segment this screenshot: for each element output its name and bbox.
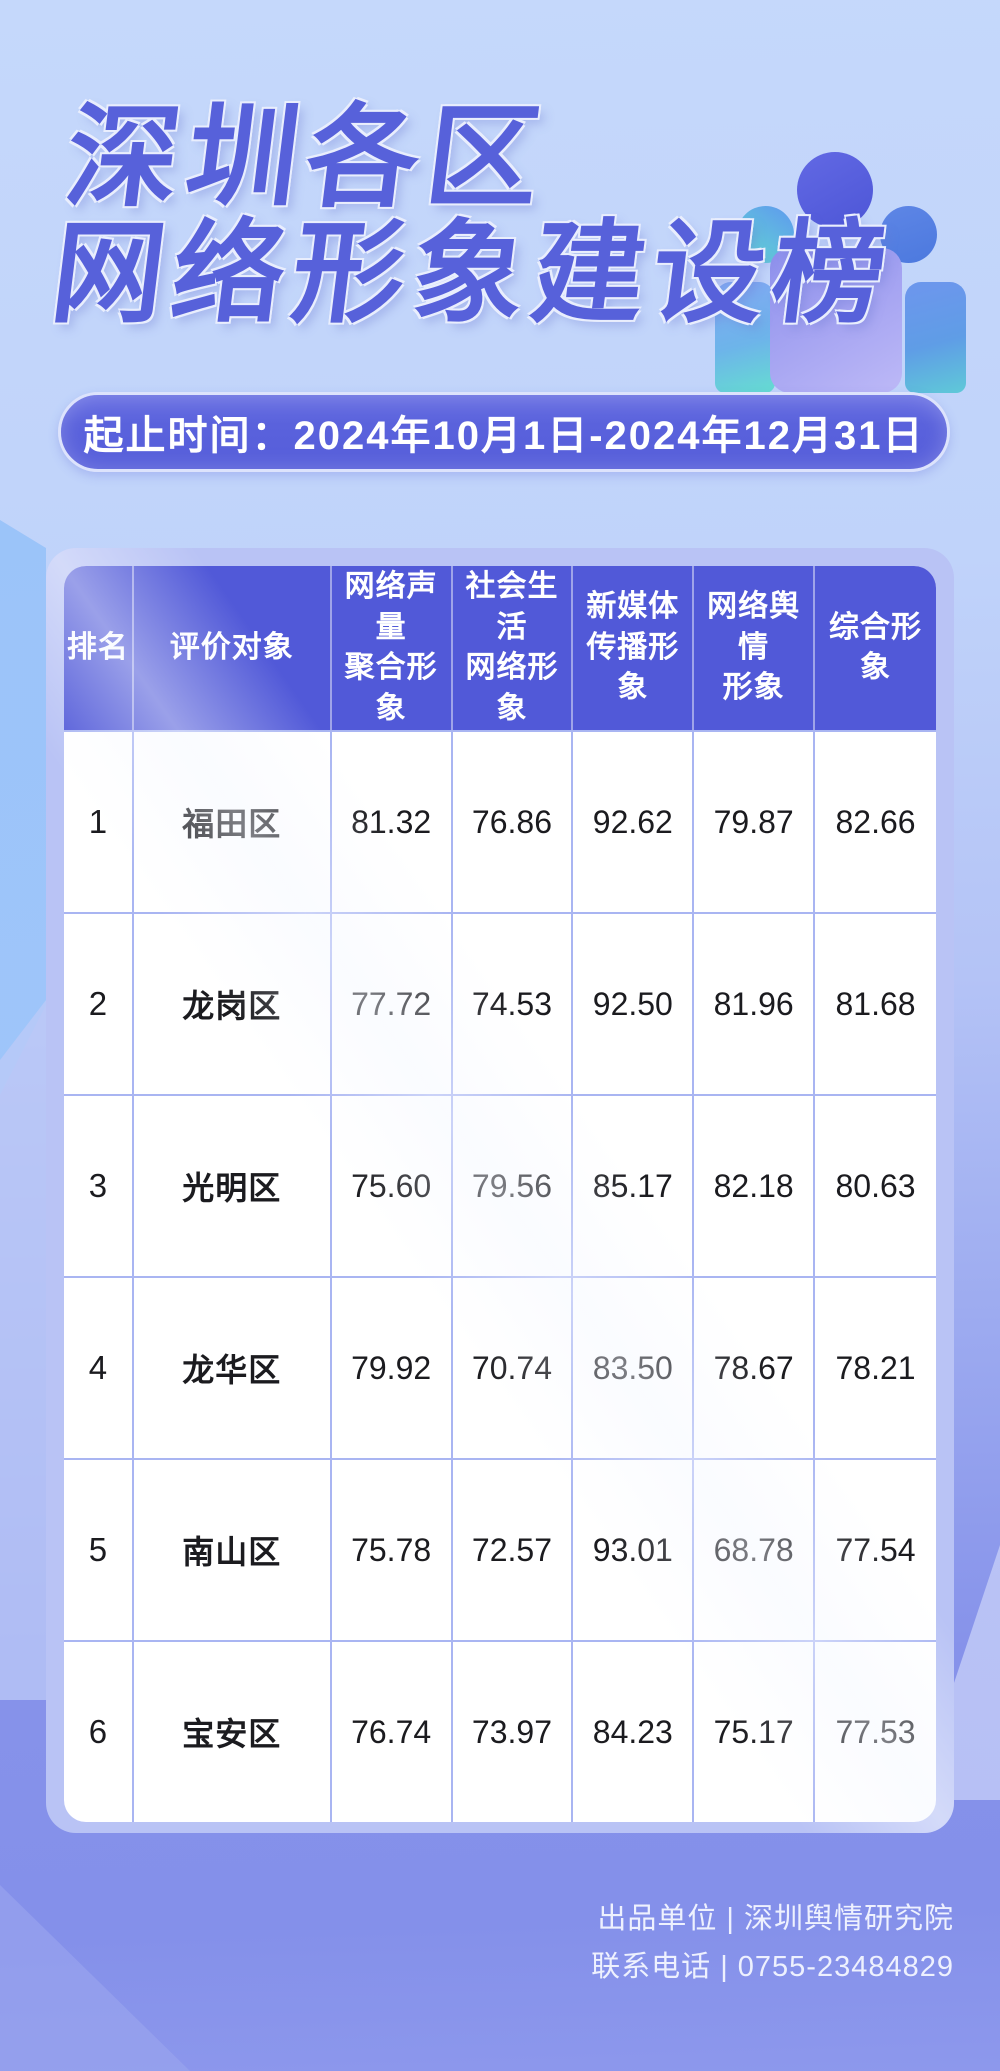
table-row: 6 宝安区 76.74 73.97 84.23 75.17 77.53 — [64, 1640, 936, 1822]
score-cell: 92.62 — [573, 730, 695, 912]
score-cell: 72.57 — [452, 1458, 574, 1640]
column-header-sentiment-image: 网络舆情 形象 — [694, 566, 816, 730]
column-header-social-image: 社会生活 网络形象 — [452, 566, 574, 730]
table-row: 1 福田区 81.32 76.86 92.62 79.87 82.66 — [64, 730, 936, 912]
score-cell: 70.74 — [452, 1276, 574, 1458]
score-cell: 81.68 — [815, 912, 936, 1094]
column-header-volume-image: 网络声量 聚合形象 — [331, 566, 453, 730]
score-cell: 79.87 — [694, 730, 816, 912]
score-cell: 81.96 — [694, 912, 816, 1094]
score-cell: 82.18 — [694, 1094, 816, 1276]
score-cell: 68.78 — [694, 1458, 816, 1640]
score-cell: 84.23 — [573, 1640, 695, 1822]
column-header-overall-image: 综合形象 — [815, 566, 936, 730]
table-row: 5 南山区 75.78 72.57 93.01 68.78 77.54 — [64, 1458, 936, 1640]
score-cell: 80.63 — [815, 1094, 936, 1276]
score-cell: 81.32 — [331, 730, 453, 912]
score-cell: 77.54 — [815, 1458, 936, 1640]
date-range-banner: 起止时间：2024年10月1日-2024年12月31日 — [58, 392, 950, 472]
footer-phone: 联系电话 | 0755-23484829 — [591, 1950, 954, 1983]
score-cell: 75.17 — [694, 1640, 816, 1822]
table-row: 3 光明区 75.60 79.56 85.17 82.18 80.63 — [64, 1094, 936, 1276]
rank-cell: 3 — [64, 1094, 134, 1276]
score-cell: 75.78 — [331, 1458, 453, 1640]
rank-cell: 1 — [64, 730, 134, 912]
table-row: 4 龙华区 79.92 70.74 83.50 78.67 78.21 — [64, 1276, 936, 1458]
score-cell: 78.67 — [694, 1276, 816, 1458]
district-cell: 龙华区 — [133, 1276, 332, 1458]
score-cell: 74.53 — [452, 912, 574, 1094]
score-cell: 85.17 — [573, 1094, 695, 1276]
score-cell: 79.92 — [331, 1276, 453, 1458]
district-cell: 龙岗区 — [133, 912, 332, 1094]
rank-cell: 6 — [64, 1640, 134, 1822]
footer-publisher: 出品单位 | 深圳舆情研究院 — [597, 1903, 954, 1935]
district-cell: 南山区 — [133, 1458, 332, 1640]
score-cell: 77.72 — [331, 912, 453, 1094]
score-cell: 92.50 — [573, 912, 695, 1094]
poster-footer: 出品单位 | 深圳舆情研究院 联系电话 | 0755-23484829 — [591, 1896, 954, 1992]
person-center-body-icon — [770, 248, 902, 393]
score-cell: 83.50 — [573, 1276, 695, 1458]
person-center-head-icon — [797, 152, 873, 228]
poster-title: 深圳各区 网络形象建设榜 — [45, 95, 914, 336]
score-cell: 93.01 — [573, 1458, 695, 1640]
rank-cell: 2 — [64, 912, 134, 1094]
score-cell: 77.53 — [815, 1640, 936, 1822]
score-cell: 76.74 — [331, 1640, 453, 1822]
district-cell: 光明区 — [133, 1094, 332, 1276]
rank-cell: 5 — [64, 1458, 134, 1640]
score-cell: 73.97 — [452, 1640, 574, 1822]
poster-title-line1: 深圳各区 — [59, 95, 555, 220]
score-cell: 79.56 — [452, 1094, 574, 1276]
score-cell: 82.66 — [815, 730, 936, 912]
poster-title-line2: 网络形象建设榜 — [45, 211, 901, 336]
person-right-body-icon — [905, 282, 966, 393]
column-header-newmedia-image: 新媒体 传播形象 — [573, 566, 695, 730]
score-cell: 75.60 — [331, 1094, 453, 1276]
table-header-row: 排名 评价对象 网络声量 聚合形象 社会生活 网络形象 新媒体 传播形象 网络舆… — [64, 566, 936, 730]
column-header-district: 评价对象 — [133, 566, 332, 730]
table-row: 2 龙岗区 77.72 74.53 92.50 81.96 81.68 — [64, 912, 936, 1094]
district-cell: 宝安区 — [133, 1640, 332, 1822]
people-group-icon — [710, 145, 966, 393]
ranking-table: 排名 评价对象 网络声量 聚合形象 社会生活 网络形象 新媒体 传播形象 网络舆… — [64, 566, 936, 1822]
score-cell: 78.21 — [815, 1276, 936, 1458]
person-left-body-icon — [715, 282, 775, 393]
district-cell: 福田区 — [133, 730, 332, 912]
score-cell: 76.86 — [452, 730, 574, 912]
rank-cell: 4 — [64, 1276, 134, 1458]
column-header-rank: 排名 — [64, 566, 134, 730]
ranking-table-card: 排名 评价对象 网络声量 聚合形象 社会生活 网络形象 新媒体 传播形象 网络舆… — [46, 548, 954, 1833]
date-range-text: 起止时间：2024年10月1日-2024年12月31日 — [83, 414, 925, 458]
